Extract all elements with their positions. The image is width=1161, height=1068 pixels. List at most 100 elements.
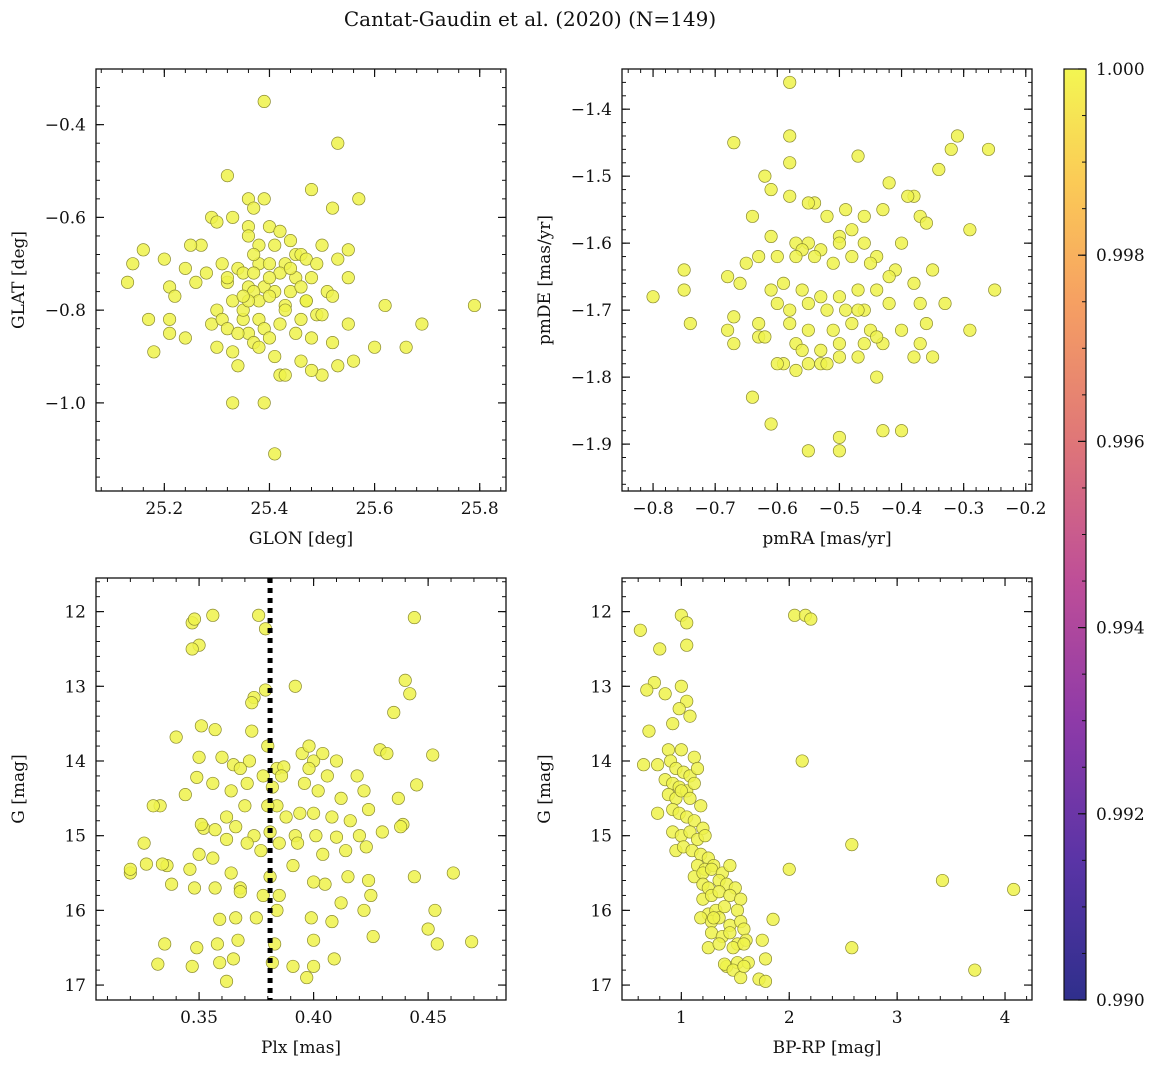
data-point [366,929,380,944]
data-point [764,417,778,431]
data-point [304,363,319,377]
data-point [832,337,846,351]
data-point [151,957,165,971]
data-point [968,963,982,977]
data-point [674,784,688,798]
y-tick-label: 15 [590,827,612,847]
data-point [158,937,172,951]
data-point [421,922,435,936]
colorbar-ticks: 0.990 0.992 0.994 0.996 0.998 1.000 [1078,60,1145,1011]
data-point [391,791,405,805]
data-point [178,788,192,802]
data-point [782,862,796,876]
data-point [213,956,227,970]
data-point [257,192,271,206]
data-point [311,784,325,798]
data-point [325,915,339,929]
data-point [293,806,307,820]
data-point [283,234,298,248]
data-point [727,310,741,324]
data-point [674,679,688,693]
data-point [901,189,915,203]
data-point [220,974,234,988]
data-point [359,840,373,854]
data-point [801,444,815,458]
data-point [307,933,321,947]
data-point [801,296,815,310]
data-point [944,142,958,156]
data-point [278,303,292,317]
data-point [672,702,686,716]
data-point [136,243,150,257]
data-point [851,303,865,317]
data-point [279,810,293,824]
colorbar-tick-label: 0.998 [1096,246,1145,266]
data-point [640,683,654,697]
data-point [304,911,318,925]
data-point [302,739,316,753]
axes-frame [95,68,507,492]
data-point [651,806,665,820]
data-point [745,209,760,223]
y-tick-label: 15 [64,827,86,847]
data-point [331,136,345,150]
data-point [752,250,766,264]
colorbar-tick-label: 0.992 [1096,805,1145,825]
data-point [870,370,884,384]
scatter-points [120,94,482,461]
data-point [163,312,177,326]
data-point [229,911,243,925]
data-point [331,359,345,373]
data-point [325,201,340,215]
data-point [826,256,840,270]
data-point [963,323,977,337]
data-point [185,959,199,973]
colorbar-tick-label: 0.996 [1096,432,1145,452]
y-tick-label: −0.6 [45,208,86,228]
data-point [241,229,255,243]
data-point [677,263,691,277]
data-point [820,209,834,223]
data-point [120,275,135,289]
data-point [832,290,846,304]
data-point [252,340,266,354]
data-point [721,270,735,284]
data-point [789,363,803,377]
data-point [288,679,302,693]
y-tick-label: 17 [64,976,86,996]
data-point [894,424,909,438]
data-point [210,937,224,951]
y-tick-label: −1.9 [571,435,612,455]
data-point [857,236,871,250]
data-point [783,189,797,203]
data-point [426,748,440,762]
colorbar: 0.990 0.992 0.994 0.996 0.998 1.000 [1063,60,1145,1011]
data-point [190,770,204,784]
data-point [229,820,243,834]
data-point [795,283,809,297]
figure-title: Cantat-Gaudin et al. (2020) (N=149) [344,7,716,31]
data-point [215,750,229,764]
data-point [268,447,282,461]
data-point [789,250,803,264]
scatter-points [646,75,1002,458]
data-point [208,823,222,837]
data-point [283,261,298,275]
colorbar-tick-label: 0.990 [1096,991,1145,1011]
y-axis-label: pmDE [mas/yr] [535,215,555,345]
data-point [215,257,229,271]
data-point [327,952,341,966]
y-axis-label: G [mag] [535,754,555,823]
data-point [882,270,896,284]
data-point [341,271,355,285]
data-point [178,331,192,345]
data-point [334,791,348,805]
data-point [764,229,778,244]
data-point [185,642,199,656]
data-point [727,136,741,150]
data-point [698,829,712,843]
x-tick-label: 25.4 [251,499,289,519]
data-point [801,357,815,371]
data-point [851,283,865,297]
data-point [247,201,261,215]
